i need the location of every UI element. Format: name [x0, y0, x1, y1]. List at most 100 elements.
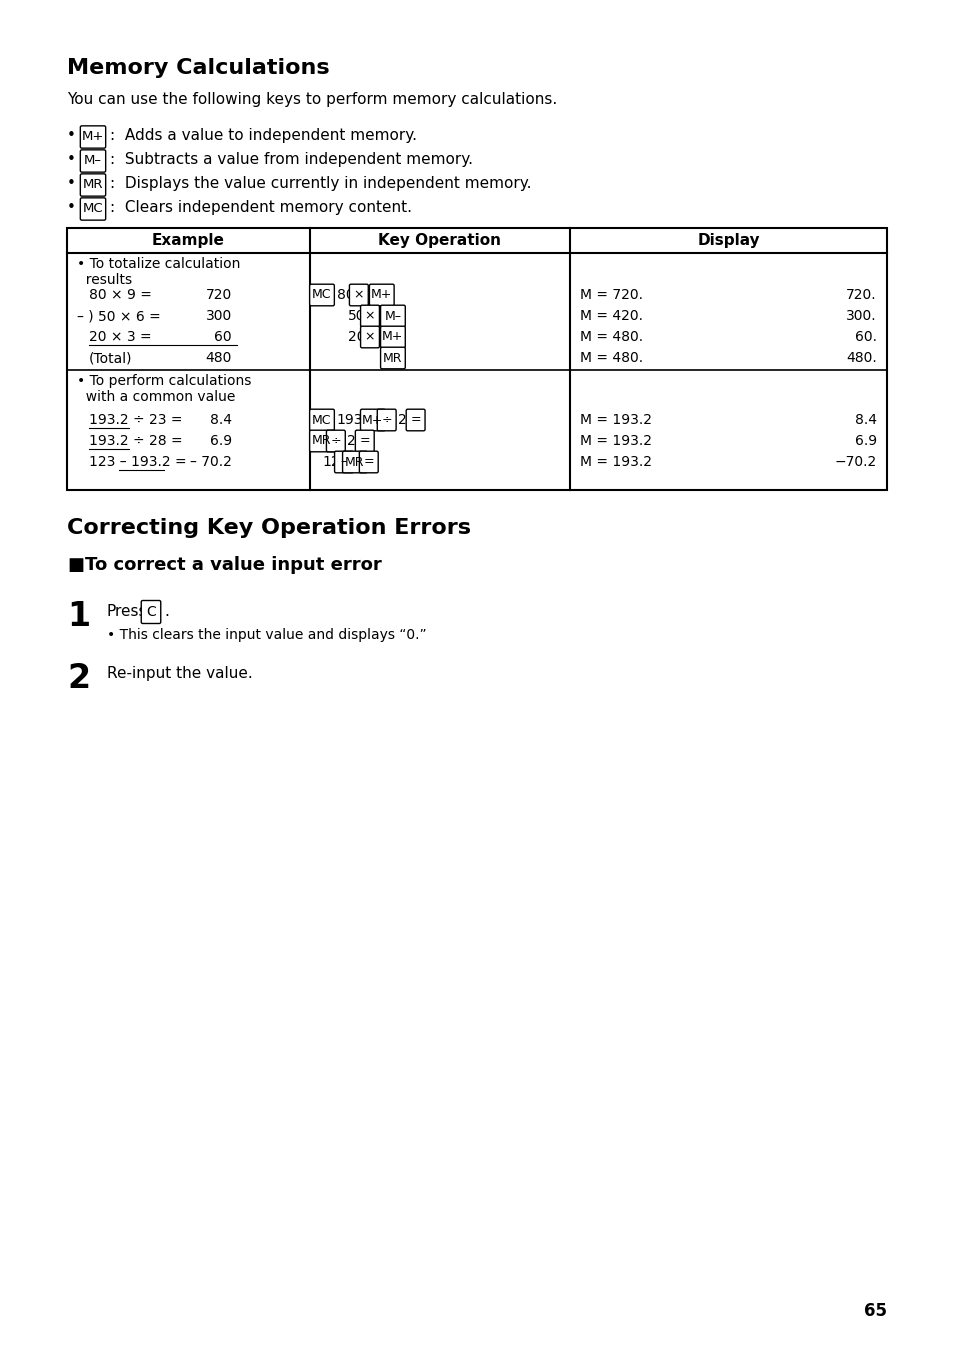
FancyBboxPatch shape — [335, 451, 353, 473]
Text: Memory Calculations: Memory Calculations — [67, 58, 330, 78]
Text: You can use the following keys to perform memory calculations.: You can use the following keys to perfor… — [67, 91, 557, 108]
Text: Key Operation: Key Operation — [378, 233, 501, 247]
Text: M = 193.2: M = 193.2 — [579, 434, 651, 448]
FancyBboxPatch shape — [359, 451, 377, 473]
Text: • This clears the input value and displays “0.”: • This clears the input value and displa… — [107, 628, 426, 642]
Text: 193.2 ÷ 28 =: 193.2 ÷ 28 = — [89, 434, 182, 448]
Text: M = 480.: M = 480. — [579, 351, 642, 364]
Text: 9: 9 — [370, 288, 378, 303]
Text: −70.2: −70.2 — [834, 455, 876, 469]
Text: 6: 6 — [380, 309, 390, 323]
FancyBboxPatch shape — [380, 347, 405, 369]
Text: 3: 3 — [380, 330, 389, 344]
Text: :  Displays the value currently in independent memory.: : Displays the value currently in indepe… — [110, 176, 531, 191]
FancyBboxPatch shape — [380, 327, 405, 348]
FancyBboxPatch shape — [360, 305, 379, 327]
Text: results: results — [77, 273, 132, 286]
Text: ×: × — [354, 288, 364, 301]
Text: 23: 23 — [397, 413, 415, 426]
FancyBboxPatch shape — [80, 198, 106, 221]
Text: =: = — [359, 434, 370, 448]
FancyBboxPatch shape — [80, 126, 106, 148]
Text: Example: Example — [152, 233, 225, 247]
FancyBboxPatch shape — [360, 327, 379, 348]
Text: M+: M+ — [371, 288, 392, 301]
FancyBboxPatch shape — [310, 430, 334, 452]
Text: 20 × 3 =: 20 × 3 = — [89, 330, 152, 344]
FancyBboxPatch shape — [80, 149, 106, 172]
Text: M = 720.: M = 720. — [579, 288, 642, 303]
Text: 1: 1 — [67, 600, 90, 633]
Text: 300.: 300. — [845, 309, 876, 323]
Text: M+: M+ — [362, 413, 383, 426]
Text: 123: 123 — [322, 455, 348, 469]
Text: MR: MR — [83, 179, 103, 191]
Text: 50: 50 — [348, 309, 365, 323]
Text: (Total): (Total) — [89, 351, 132, 364]
Text: 2: 2 — [67, 662, 90, 695]
Text: MC: MC — [83, 203, 103, 215]
FancyBboxPatch shape — [349, 284, 368, 305]
Text: 300: 300 — [206, 309, 232, 323]
Text: 480: 480 — [206, 351, 232, 364]
FancyBboxPatch shape — [342, 451, 367, 473]
Text: 480.: 480. — [845, 351, 876, 364]
Text: :  Clears independent memory content.: : Clears independent memory content. — [110, 200, 412, 215]
Text: 65: 65 — [863, 1302, 886, 1319]
Text: 28: 28 — [346, 434, 364, 448]
Text: M–: M– — [384, 309, 401, 323]
Text: 6.9: 6.9 — [210, 434, 232, 448]
Text: •: • — [67, 128, 76, 143]
Text: 720: 720 — [206, 288, 232, 303]
Text: ×: × — [364, 331, 375, 343]
FancyBboxPatch shape — [80, 174, 106, 196]
Text: M = 193.2: M = 193.2 — [579, 413, 651, 426]
Text: C: C — [146, 605, 155, 619]
Text: 720.: 720. — [845, 288, 876, 303]
Text: MC: MC — [312, 288, 332, 301]
Text: MR: MR — [383, 351, 402, 364]
FancyBboxPatch shape — [141, 600, 161, 624]
FancyBboxPatch shape — [360, 409, 385, 430]
Text: •: • — [67, 176, 76, 191]
Text: •: • — [67, 200, 76, 215]
Text: – ) 50 × 6 =: – ) 50 × 6 = — [77, 309, 161, 323]
Text: M = 193.2: M = 193.2 — [579, 455, 651, 469]
Text: 20: 20 — [348, 330, 365, 344]
Text: M+: M+ — [82, 130, 104, 144]
Text: with a common value: with a common value — [77, 390, 235, 403]
Text: MC: MC — [312, 413, 332, 426]
FancyBboxPatch shape — [326, 430, 345, 452]
Text: 8.4: 8.4 — [854, 413, 876, 426]
FancyBboxPatch shape — [380, 305, 405, 327]
Text: Re-input the value.: Re-input the value. — [107, 666, 253, 681]
FancyBboxPatch shape — [406, 409, 425, 430]
Text: 8.4: 8.4 — [210, 413, 232, 426]
Text: M–: M– — [84, 155, 102, 168]
Text: ×: × — [364, 309, 375, 323]
Text: 80 × 9 =: 80 × 9 = — [89, 288, 152, 303]
FancyBboxPatch shape — [369, 284, 394, 305]
Text: MR: MR — [312, 434, 332, 448]
Text: ÷: ÷ — [381, 413, 392, 426]
Text: :  Adds a value to independent memory.: : Adds a value to independent memory. — [110, 128, 416, 143]
Text: M = 420.: M = 420. — [579, 309, 642, 323]
Text: MR: MR — [345, 456, 364, 468]
Text: – 70.2: – 70.2 — [190, 455, 232, 469]
Bar — [67, 229, 886, 490]
FancyBboxPatch shape — [355, 430, 374, 452]
Text: 123 – 193.2 =: 123 – 193.2 = — [89, 455, 187, 469]
Text: 6.9: 6.9 — [854, 434, 876, 448]
Text: • To perform calculations: • To perform calculations — [77, 374, 251, 387]
Text: M+: M+ — [382, 331, 403, 343]
FancyBboxPatch shape — [310, 409, 334, 430]
Text: ÷: ÷ — [330, 434, 341, 448]
FancyBboxPatch shape — [310, 284, 334, 305]
Text: Press: Press — [107, 604, 148, 619]
Text: 60: 60 — [214, 330, 232, 344]
Text: =: = — [410, 413, 420, 426]
Text: Display: Display — [697, 233, 759, 247]
Text: M = 480.: M = 480. — [579, 330, 642, 344]
FancyBboxPatch shape — [376, 409, 395, 430]
Text: ■: ■ — [67, 555, 84, 574]
